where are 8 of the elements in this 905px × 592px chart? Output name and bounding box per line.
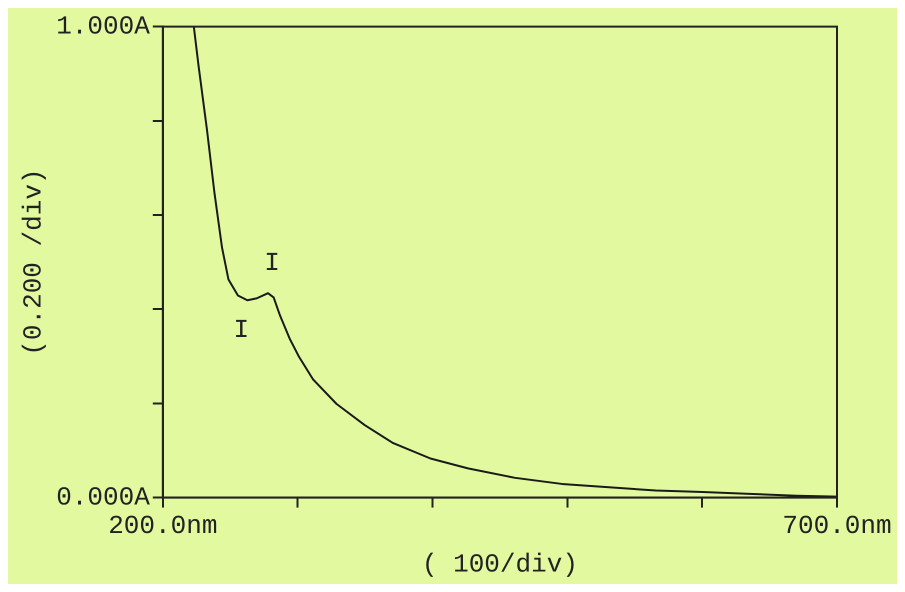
x-tick-label: 200.0nm	[108, 511, 218, 542]
annotation: I	[264, 248, 280, 278]
x-tick-label: 700.0nm	[782, 511, 892, 542]
y-axis-title: (0.200 /div)	[18, 168, 48, 356]
annotation: I	[234, 315, 250, 346]
x-axis-title: ( 100/div)	[422, 549, 578, 580]
y-tick-label: 0.000A	[56, 482, 150, 512]
y-tick-label: 1.000A	[56, 11, 150, 42]
